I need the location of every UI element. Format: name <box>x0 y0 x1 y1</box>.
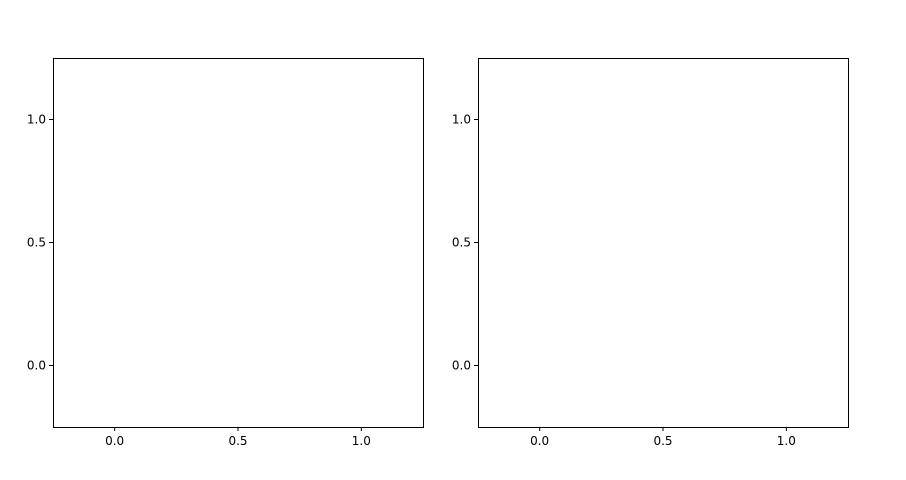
y-tick-label: 0.5 <box>27 236 46 250</box>
x-tick-label: 0.0 <box>530 434 549 448</box>
contour-axes: 0.0 0.5 1.0 0.0 0.5 1.0 <box>27 58 424 448</box>
x-tick-label: 1.0 <box>777 434 796 448</box>
x-tick-label: 0.5 <box>653 434 672 448</box>
x-tick-label: 0.0 <box>105 434 124 448</box>
y-tick-label: 0.0 <box>27 359 46 373</box>
axes-frame <box>478 58 849 428</box>
scatter-axes: 0.0 0.5 1.0 0.0 0.5 1.0 <box>452 58 849 448</box>
y-tick-label: 1.0 <box>452 113 471 127</box>
x-tick-label: 1.0 <box>352 434 371 448</box>
y-tick-label: 0.5 <box>452 236 471 250</box>
y-tick-label: 1.0 <box>27 113 46 127</box>
axes-frame <box>53 58 424 428</box>
x-tick-label: 0.5 <box>228 434 247 448</box>
y-tick-label: 0.0 <box>452 359 471 373</box>
